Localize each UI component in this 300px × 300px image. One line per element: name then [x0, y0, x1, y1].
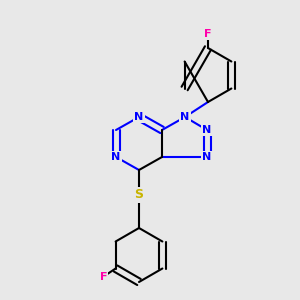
- Text: F: F: [100, 272, 107, 281]
- Text: S: S: [134, 188, 143, 202]
- Text: N: N: [134, 112, 144, 122]
- Text: N: N: [180, 112, 190, 122]
- Text: N: N: [202, 152, 211, 162]
- Text: N: N: [111, 152, 121, 162]
- Text: F: F: [204, 29, 212, 39]
- Text: N: N: [202, 125, 211, 135]
